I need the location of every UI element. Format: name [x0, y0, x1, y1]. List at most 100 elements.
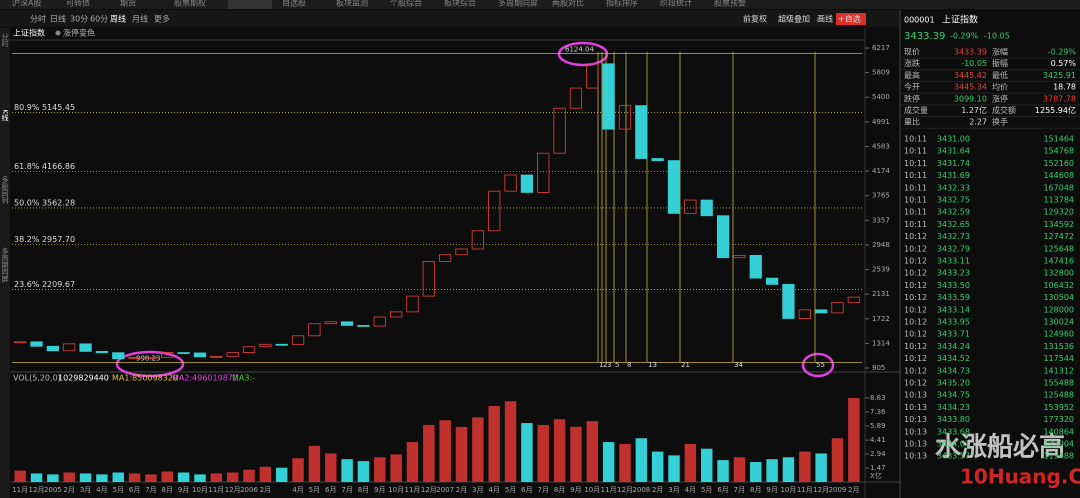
trade-time: 10:11 [904, 183, 927, 192]
top-tab[interactable]: 股票期权 [174, 0, 206, 8]
top-tab[interactable]: 指标排序 [606, 0, 638, 8]
candle [422, 260, 435, 297]
top-tab[interactable]: 期货 [120, 0, 136, 8]
quote-cell: 2.27 [969, 118, 987, 127]
toolbar-item[interactable]: 前复权 [743, 14, 767, 24]
x-tick-label: 9月 [570, 486, 581, 494]
x-tick-label: 3月 [80, 486, 91, 494]
trade-time: 10:12 [904, 330, 927, 339]
x-tick-label: 4月 [96, 486, 107, 494]
volume-bar [521, 423, 533, 482]
trade-volume: 130504 [1043, 293, 1074, 302]
toolbar-item[interactable]: 超级叠加 [778, 14, 810, 24]
x-tick-label: 5月 [701, 486, 712, 494]
trade-volume: 130024 [1043, 318, 1074, 327]
x-tick-label: 8月 [554, 486, 565, 494]
quote-cell: 量比 [904, 117, 920, 127]
candle [733, 254, 746, 259]
candle [308, 323, 321, 337]
top-tab[interactable]: 阶段统计 [660, 0, 692, 8]
candle [831, 302, 844, 314]
side-tab[interactable]: 多股同列 [1, 175, 9, 205]
top-tab[interactable]: 沪深A股 [12, 0, 41, 8]
x-tick-label: 4月 [685, 486, 696, 494]
period-tab[interactable]: 30分 [70, 15, 88, 24]
level-label: 61.8% 4166.86 [14, 162, 75, 171]
quote-cell: 1255.94亿 [1035, 105, 1076, 115]
x-tick-label: 10月 [192, 486, 208, 494]
trade-price: 3433.11 [937, 257, 970, 266]
volume-bar [275, 467, 288, 482]
candle [488, 190, 501, 232]
quote-cell: 换手 [992, 117, 1008, 127]
candle [684, 199, 697, 214]
trade-price: 3432.75 [937, 196, 970, 205]
y-tick-label: 7.36 [870, 408, 886, 416]
top-tab[interactable]: 自选股 [282, 0, 306, 8]
watermark: 水涨船必高 [935, 432, 1065, 463]
x-tick-label: 9月 [178, 486, 189, 494]
toolbar-item[interactable]: 画线 [817, 14, 833, 24]
candle [161, 352, 174, 358]
period-tab[interactable]: 分时 [30, 14, 46, 24]
toolbar-item[interactable]: +自选 [838, 14, 861, 24]
volume-bar [341, 459, 353, 482]
trade-price: 3433.95 [937, 318, 970, 327]
top-tab[interactable]: 板块综合 [444, 0, 476, 8]
add-button[interactable] [836, 13, 866, 25]
trade-volume: 144608 [1043, 171, 1074, 180]
volume-bar [668, 455, 680, 482]
x-tick-label: 6月 [325, 486, 336, 494]
candle [46, 345, 59, 352]
x-tick-label: 2009 [829, 486, 847, 494]
candle [177, 352, 190, 354]
top-tab[interactable]: 个股综合 [390, 0, 422, 8]
top-tab[interactable]: 板块监测 [336, 0, 368, 8]
volume-bar [357, 461, 370, 482]
candle [242, 346, 256, 354]
quote-cell: 均价 [992, 82, 1008, 92]
side-tab[interactable]: 分时 [1, 32, 9, 47]
candle [471, 230, 484, 250]
side-tab[interactable]: K线 [1, 109, 9, 121]
side-tab[interactable]: 多周期同屏 [1, 247, 9, 284]
trade-time: 10:13 [904, 452, 927, 461]
candle [439, 254, 452, 262]
trade-volume: 154768 [1043, 147, 1074, 156]
trade-price: 3431.74 [937, 159, 970, 168]
period-tab[interactable]: 60分 [90, 15, 108, 24]
trade-volume: 147416 [1043, 257, 1074, 266]
volume-bar [799, 451, 811, 482]
quote-cell: 3425.91 [1043, 71, 1076, 80]
x-tick-label: 2008 [632, 486, 650, 494]
y-tick-label: 1722 [872, 315, 890, 323]
volume-bar [815, 453, 827, 482]
x-tick-label: 9月 [766, 486, 777, 494]
volume-bar [128, 473, 141, 482]
top-tab[interactable]: 股票预警 [714, 0, 746, 8]
x-tick-label: 12月 [225, 486, 241, 494]
trade-time: 10:12 [904, 257, 927, 266]
candle [504, 174, 517, 192]
candle [128, 357, 141, 360]
fib-count: 1 [599, 361, 603, 369]
period-tab[interactable]: 更多 [154, 14, 170, 24]
volume-bar [750, 462, 762, 482]
quote-cell: 3433.39 [954, 48, 987, 57]
top-tab[interactable]: 可转债 [66, 0, 90, 8]
period-tab[interactable]: 月线 [132, 14, 148, 24]
volume-bar [210, 473, 223, 482]
period-tab[interactable]: 日线 [50, 14, 66, 24]
top-tab[interactable]: 多周期同屏 [498, 0, 538, 8]
watermark: 10Huang.CN [960, 465, 1080, 489]
trade-volume: 123904 [1043, 440, 1074, 449]
top-tab[interactable]: 两股对比 [552, 0, 584, 8]
x-tick-label: 5月 [505, 486, 516, 494]
trade-time: 10:11 [904, 135, 927, 144]
volume-bar [635, 438, 648, 482]
quote-cell: 1.27亿 [961, 105, 987, 115]
volume-bar [14, 470, 26, 482]
period-tab[interactable]: 周线 [110, 14, 126, 24]
x-tick-label: 11月 [797, 486, 813, 494]
